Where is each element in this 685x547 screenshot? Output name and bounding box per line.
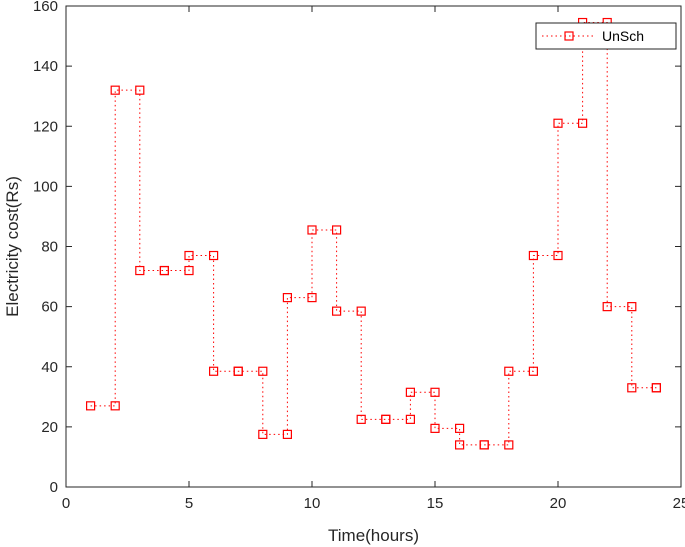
data-point-marker <box>135 85 145 95</box>
data-point-marker <box>504 440 514 450</box>
data-point-marker <box>430 423 440 433</box>
data-point-marker <box>258 366 268 376</box>
legend: UnSch <box>535 22 677 50</box>
x-tick-label: 15 <box>427 495 444 512</box>
data-point-marker <box>627 383 637 393</box>
data-point-marker <box>479 440 489 450</box>
data-point-marker <box>553 118 563 128</box>
y-tick-label: 0 <box>50 479 58 496</box>
data-point-marker <box>110 401 120 411</box>
data-point-marker <box>528 366 539 376</box>
data-point-marker <box>430 387 440 397</box>
series-layer <box>85 17 662 450</box>
data-point-marker <box>332 306 342 316</box>
x-tick-label: 25 <box>673 495 685 512</box>
data-point-marker <box>577 118 588 128</box>
data-point-marker <box>405 414 415 424</box>
y-tick-label: 40 <box>41 359 58 376</box>
data-point-marker <box>282 429 292 439</box>
x-tick-label: 0 <box>62 495 70 512</box>
data-point-marker <box>282 293 292 303</box>
x-tick-label: 5 <box>185 495 193 512</box>
data-point-marker <box>85 401 96 411</box>
data-point-marker <box>332 225 342 235</box>
y-axis-label: Electricity cost(Rs) <box>3 176 22 317</box>
data-point-marker <box>405 387 415 397</box>
data-point-marker <box>307 293 317 303</box>
data-point-marker <box>651 383 662 393</box>
y-tick-label: 20 <box>41 419 58 436</box>
y-tick-label: 80 <box>41 239 58 256</box>
x-tick-label: 10 <box>304 495 321 512</box>
data-point-marker <box>209 366 219 376</box>
data-point-marker <box>258 429 268 439</box>
data-point-marker <box>110 85 120 95</box>
data-point-marker <box>135 265 145 276</box>
data-point-marker <box>356 414 366 424</box>
data-point-marker <box>455 423 465 433</box>
data-point-marker <box>528 250 539 261</box>
data-point-marker <box>602 302 612 312</box>
data-point-marker <box>159 265 169 276</box>
y-tick-label: 100 <box>33 178 58 195</box>
x-tick-label: 20 <box>550 495 567 512</box>
data-point-marker <box>184 250 194 261</box>
legend-label: UnSch <box>602 28 644 44</box>
data-point-marker <box>381 414 391 424</box>
data-point-marker <box>455 440 465 450</box>
data-point-marker <box>184 265 194 276</box>
y-tick-label: 60 <box>41 299 58 316</box>
data-point-marker <box>504 366 514 376</box>
y-tick-label: 140 <box>33 58 58 75</box>
data-point-marker <box>627 302 637 312</box>
data-point-marker <box>209 250 219 261</box>
data-point-marker <box>356 306 366 316</box>
y-tick-label: 160 <box>33 0 58 15</box>
data-point-marker <box>233 366 243 376</box>
legend-marker-square <box>564 31 574 41</box>
axes-layer: 0 5 10 15 20 25 0 20 40 60 80 100 120 140 160 <box>33 0 685 512</box>
y-tick-label: 120 <box>33 118 58 135</box>
data-point-marker <box>307 225 317 235</box>
data-point-marker <box>553 250 563 261</box>
legend-box <box>535 22 677 50</box>
x-axis-label: Time(hours) <box>328 526 419 545</box>
